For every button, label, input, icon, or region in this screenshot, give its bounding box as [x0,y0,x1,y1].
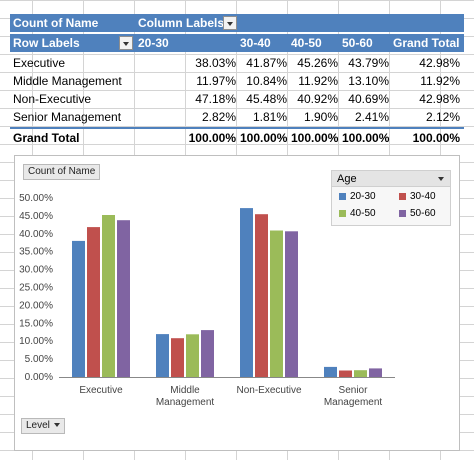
row-label[interactable]: Senior Management [13,110,122,124]
y-tick-label: 5.00% [25,354,53,365]
legend-swatch [339,210,346,217]
bar-40-50-3[interactable] [354,370,367,377]
bar-50-60-1[interactable] [201,330,214,377]
bar-30-40-0[interactable] [87,227,100,377]
value-field-button[interactable]: Count of Name [23,164,101,180]
x-tick-label: Management [156,397,215,408]
legend-label: 40-50 [350,208,376,219]
bar-30-40-2[interactable] [255,214,268,377]
chevron-down-icon [53,423,60,428]
chart-plot: 0.00% 5.00% 10.00% 15.00% 20.00% 25.00% 30.00%… [19,193,395,408]
table-cell[interactable]: 100.00% [240,131,288,145]
y-tick-label: 25.00% [19,283,53,294]
legend-title: Age [337,173,357,185]
legend-label: 30-40 [410,191,436,202]
grand-total-row: Grand Total 100.00% 100.00% 100.00% 100.00% 1… [10,127,464,145]
x-tick-label: Senior [339,385,369,396]
table-cell[interactable]: 40.92% [297,92,338,106]
row-label[interactable]: Non-Executive [13,92,92,106]
legend-age-filter[interactable]: Age [332,171,450,187]
legend-swatch [399,210,406,217]
bar-30-40-1[interactable] [171,338,184,377]
x-tick-label: Non-Executive [236,385,301,396]
y-tick-label: 0.00% [25,372,53,383]
bar-20-30-2[interactable] [240,208,253,377]
y-tick-label: 10.00% [19,336,53,347]
table-cell[interactable]: 45.48% [246,92,287,106]
row-label[interactable]: Middle Management [13,74,122,88]
bar-50-60-3[interactable] [369,368,382,377]
table-cell[interactable]: 40.69% [348,92,389,106]
legend-swatch [399,193,406,200]
x-tick-label: Middle [170,385,200,396]
bar-40-50-0[interactable] [102,215,115,377]
axis-field-button[interactable]: Level [21,418,65,434]
axis-field-label: Level [26,420,50,431]
table-cell[interactable]: 47.18% [195,92,236,106]
table-row: Senior Management 2.82% 1.81% 1.90% 2.41% 2.1… [10,108,464,126]
table-cell[interactable]: 11.97% [196,74,236,88]
chevron-down-icon [438,177,444,181]
table-row: Executive 38.03% 41.87% 45.26% 43.79% 42.98% [10,54,464,72]
y-tick-label: 30.00% [19,265,53,276]
table-cell[interactable]: 1.81% [252,110,287,124]
column-header-30-40[interactable]: 30-40 [240,36,271,50]
pivot-header-row-2: Row Labels 20-30 30-40 40-50 50-60 Grand… [10,34,464,52]
pivot-chart[interactable]: Count of Name 0.00% 5.00% 10.00% 15.00% 20.0… [14,155,460,451]
y-tick-label: 40.00% [19,229,53,240]
table-cell[interactable]: 42.98% [419,56,460,70]
row-labels-label: Row Labels [13,36,80,50]
table-cell[interactable]: 42.98% [419,92,460,106]
bar-50-60-0[interactable] [117,220,130,377]
table-cell[interactable]: 13.10% [348,74,389,88]
grand-total-label[interactable]: Grand Total [13,131,80,145]
column-labels-filter-button[interactable] [223,16,237,30]
y-tick-label: 50.00% [19,193,53,204]
table-cell[interactable]: 100.00% [188,131,236,145]
x-tick-label: Management [324,397,383,408]
y-tick-label: 35.00% [19,247,53,258]
column-header-50-60[interactable]: 50-60 [342,36,373,50]
bar-20-30-0[interactable] [72,240,85,377]
column-header-40-50[interactable]: 40-50 [291,36,322,50]
table-cell[interactable]: 11.92% [420,74,460,88]
chart-legend: Age 20-30 30-40 40-50 50-60 [331,170,451,226]
table-cell[interactable]: 100.00% [412,131,460,145]
x-tick-label: Executive [79,385,123,396]
count-of-name-label[interactable]: Count of Name [13,16,99,30]
table-cell[interactable]: 2.12% [425,110,460,124]
y-tick-label: 20.00% [19,300,53,311]
bar-20-30-3[interactable] [324,366,337,377]
table-cell[interactable]: 38.03% [195,56,236,70]
row-labels-filter-button[interactable] [119,36,133,50]
y-tick-label: 15.00% [19,318,53,329]
table-cell[interactable]: 43.79% [348,56,389,70]
table-cell[interactable]: 11.92% [298,74,338,88]
pivot-header-row-1: Count of Name Column Labels [10,14,464,32]
y-tick-label: 45.00% [19,211,53,222]
bar-40-50-2[interactable] [270,230,283,378]
column-header-20-30[interactable]: 20-30 [138,36,169,50]
table-row: Non-Executive 47.18% 45.48% 40.92% 40.69% 42.… [10,90,464,108]
table-cell[interactable]: 100.00% [342,131,390,145]
legend-swatch [339,193,346,200]
table-cell[interactable]: 100.00% [291,131,339,145]
bar-40-50-1[interactable] [186,334,199,377]
legend-label: 20-30 [350,191,376,202]
table-cell[interactable]: 41.87% [246,56,287,70]
legend-label: 50-60 [410,208,436,219]
table-cell[interactable]: 2.82% [201,110,236,124]
table-cell[interactable]: 45.26% [297,56,338,70]
bar-50-60-2[interactable] [285,231,298,377]
column-header-grand-total: Grand Total [393,36,460,50]
table-cell[interactable]: 1.90% [303,110,338,124]
bar-30-40-3[interactable] [339,370,352,378]
column-labels-label: Column Labels [138,16,225,30]
table-cell[interactable]: 2.41% [354,110,389,124]
table-row: Middle Management 11.97% 10.84% 11.92% 13.10… [10,72,464,90]
row-label[interactable]: Executive [13,56,66,70]
bar-20-30-1[interactable] [156,334,169,377]
table-cell[interactable]: 10.84% [246,74,287,88]
